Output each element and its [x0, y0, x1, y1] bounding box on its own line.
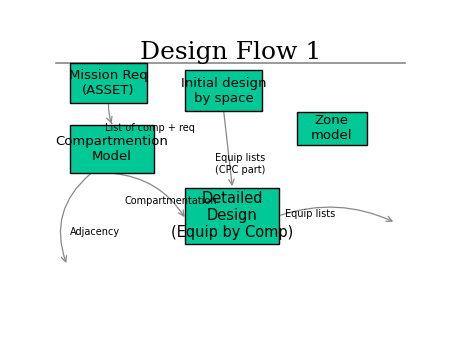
- Text: Design Flow 1: Design Flow 1: [140, 41, 321, 64]
- Text: Detailed
Design
(Equip by Comp): Detailed Design (Equip by Comp): [171, 191, 293, 240]
- FancyBboxPatch shape: [185, 188, 279, 244]
- Text: Equip lists
(CPC part): Equip lists (CPC part): [215, 153, 266, 175]
- Text: Zone
model: Zone model: [311, 114, 352, 142]
- Text: Mission Req
(ASSET): Mission Req (ASSET): [69, 69, 148, 97]
- Text: Adjacency: Adjacency: [70, 227, 120, 237]
- Text: Compartmention
Model: Compartmention Model: [56, 135, 168, 163]
- Text: Equip lists: Equip lists: [285, 209, 335, 219]
- FancyBboxPatch shape: [70, 63, 147, 103]
- FancyBboxPatch shape: [70, 125, 154, 173]
- FancyBboxPatch shape: [297, 112, 367, 145]
- Text: Initial design
by space: Initial design by space: [181, 77, 266, 105]
- Text: List of comp + req: List of comp + req: [105, 123, 195, 133]
- Text: Compartmentation: Compartmentation: [124, 196, 217, 206]
- FancyBboxPatch shape: [185, 71, 262, 111]
